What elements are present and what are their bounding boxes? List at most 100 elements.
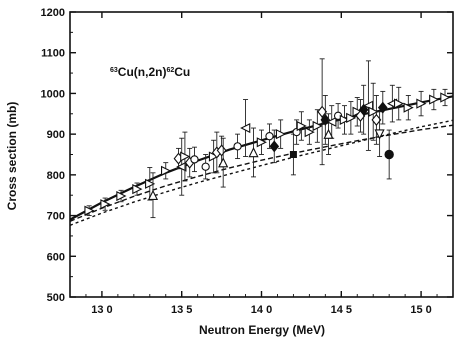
marker-triangle-right: [132, 184, 143, 195]
marker-triangle-up: [218, 157, 229, 168]
data-point: [265, 123, 274, 149]
annotation-body-b: Cu: [174, 65, 190, 79]
data-point: [323, 113, 334, 155]
marker-triangle-right: [346, 112, 357, 123]
marker-triangle-right: [100, 199, 111, 210]
annotation-body-a: Cu(n,2n): [118, 65, 167, 79]
y-axis-title: Cross section (mb): [5, 102, 19, 211]
marker-triangle-right: [116, 190, 127, 202]
data-point: [374, 111, 385, 157]
marker-triangle-left: [326, 116, 337, 128]
y-tick-label: 1100: [41, 48, 65, 60]
data-point: [180, 131, 191, 182]
marker-triangle-right: [84, 205, 95, 216]
data-point: [275, 119, 287, 149]
marker-triangle-right: [145, 178, 156, 189]
data-point: [233, 133, 242, 160]
data-point: [190, 146, 199, 173]
data-point: [100, 197, 111, 211]
y-tick-label: 700: [47, 211, 65, 223]
marker-triangle-right: [275, 129, 287, 140]
marker-circle-filled: [384, 149, 394, 160]
marker-diamond-filled: [358, 103, 369, 116]
data-point: [358, 84, 369, 135]
data-point: [216, 135, 227, 166]
reaction-annotation: 63Cu(n,2n)62Cu: [110, 65, 190, 79]
marker-diamond: [216, 144, 227, 157]
data-points: [84, 58, 451, 219]
data-point: [403, 95, 414, 121]
y-tick-label: 500: [47, 292, 65, 304]
marker-circle: [265, 132, 274, 141]
data-point: [312, 109, 323, 143]
marker-triangle-up: [147, 189, 159, 200]
marker-circle: [292, 127, 301, 137]
marker-triangle-right: [368, 106, 379, 117]
data-point: [296, 111, 307, 141]
data-point: [84, 205, 95, 217]
data-point: [132, 182, 143, 196]
data-point: [317, 58, 328, 166]
data-point: [362, 60, 374, 151]
data-point: [339, 105, 350, 135]
data-point: [292, 119, 301, 145]
data-point: [429, 88, 440, 111]
data-point: [377, 90, 388, 125]
x-tick-label: 14 5: [331, 304, 352, 316]
data-point: [240, 99, 251, 157]
marker-circle: [233, 142, 242, 151]
marker-square-filled: [289, 151, 297, 158]
marker-triangle-up: [248, 147, 259, 158]
y-tick-label: 1000: [41, 88, 65, 100]
data-point: [116, 189, 127, 203]
marker-triangle-right: [296, 120, 307, 132]
data-point: [201, 154, 210, 180]
y-tick-label: 1200: [41, 7, 65, 19]
marker-circle: [190, 155, 199, 164]
marker-triangle-right: [256, 137, 267, 148]
marker-triangle-right: [403, 102, 414, 113]
x-tick-label: 15 0: [410, 304, 431, 316]
data-point: [248, 127, 259, 178]
data-point: [346, 101, 357, 135]
marker-triangle-right: [161, 165, 172, 176]
data-point: [368, 82, 379, 141]
marker-diamond-filled: [377, 101, 388, 114]
marker-triangle-right: [440, 92, 451, 103]
marker-triangle-left: [240, 122, 251, 134]
data-point: [161, 162, 172, 180]
data-point: [326, 105, 337, 139]
marker-triangle-left: [176, 161, 187, 172]
x-tick-label: 13 0: [91, 304, 112, 316]
data-point: [176, 137, 187, 196]
data-point: [218, 137, 229, 188]
data-point: [289, 133, 297, 176]
marker-circle: [201, 162, 210, 171]
x-axis-ticks: 13 0 13 5 14 0 14 5 15 0: [85, 12, 454, 316]
fit-curves: [69, 95, 454, 226]
marker-triangle-right: [339, 114, 350, 125]
y-tick-label: 900: [47, 129, 65, 141]
data-point: [440, 88, 451, 107]
marker-triangle-right: [180, 151, 191, 162]
data-point: [304, 119, 315, 145]
marker-triangle-right: [416, 98, 427, 109]
marker-triangle-right: [304, 127, 315, 138]
marker-triangle-down: [374, 129, 385, 140]
marker-triangle-up: [323, 128, 334, 139]
data-point: [147, 172, 159, 219]
marker-triangle-right: [393, 98, 405, 109]
y-tick-label: 600: [47, 251, 65, 263]
y-tick-label: 800: [47, 170, 65, 182]
annotation-mass-b: 62: [166, 67, 174, 74]
data-point: [145, 167, 156, 201]
y-axis-ticks: 500 600 700 800 900 1000 1100 1200: [41, 7, 453, 304]
x-axis-title: Neutron Energy (MeV): [199, 323, 325, 337]
data-point: [393, 86, 405, 121]
data-point: [352, 97, 363, 127]
marker-diamond-filled: [269, 140, 280, 153]
x-tick-label: 14 0: [251, 304, 272, 316]
data-point: [416, 90, 427, 117]
data-point: [256, 129, 267, 155]
